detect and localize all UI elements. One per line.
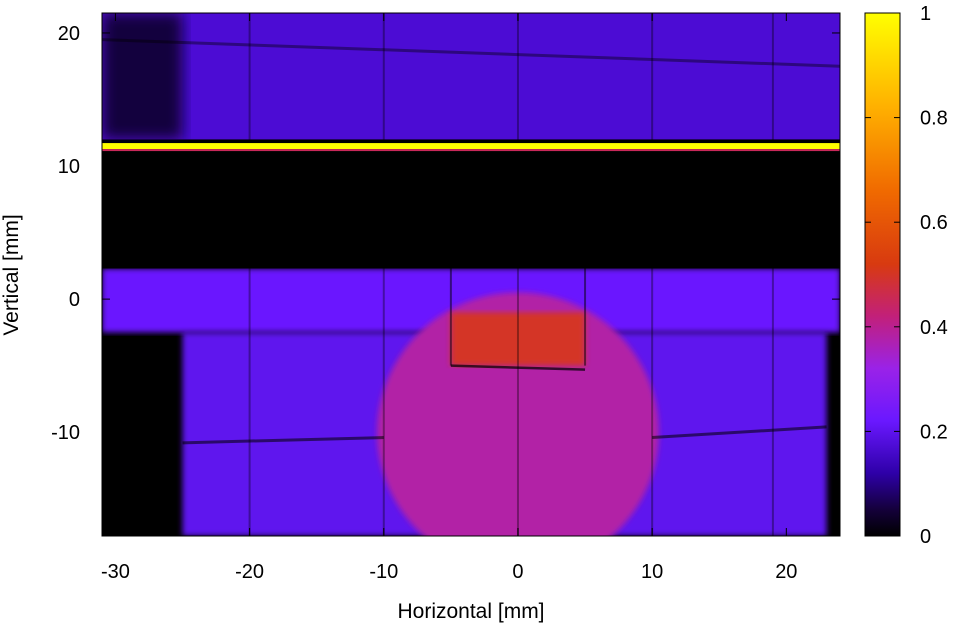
x-tick-label: 10 — [641, 561, 663, 583]
plot-frame — [101, 12, 841, 537]
wire-horizontal — [450, 364, 586, 371]
wire-horizontal — [102, 38, 840, 68]
x-tick-label: 0 — [512, 561, 523, 583]
colorbar-gradient — [864, 12, 901, 537]
y-tick-label: 10 — [58, 156, 80, 178]
dark-gap-region — [102, 150, 840, 269]
central-disk — [377, 292, 659, 536]
y-axis-title: Vertical [mm] — [0, 214, 23, 335]
upper-band-region — [102, 13, 840, 140]
x-tick-label: -30 — [101, 561, 130, 583]
colorbar-tick-label: 0.4 — [920, 317, 948, 339]
x-tick-label: -10 — [369, 561, 398, 583]
colorbar: 0 0.2 0.4 0.6 0.8 1 — [864, 3, 948, 548]
x-tick-label: -20 — [235, 561, 264, 583]
central-hot-spot — [450, 312, 586, 366]
y-tick-label: -10 — [51, 422, 80, 444]
wire-horizontal — [182, 436, 384, 445]
colorbar-tick-label: 0.6 — [920, 212, 948, 234]
colorbar-tick-label: 0.8 — [920, 108, 948, 130]
colorbar-tick-label: 0.2 — [920, 421, 948, 443]
colorbar-tick-label: 1 — [920, 3, 931, 25]
heatmap-image — [102, 13, 840, 536]
y-axis: -10 0 10 20 — [51, 23, 840, 444]
y-tick-label: 0 — [69, 289, 80, 311]
y-tick-label: 20 — [58, 23, 80, 45]
colorbar-ticks: 0 0.2 0.4 0.6 0.8 1 — [865, 3, 948, 548]
x-axis: -30 -20 -10 0 10 20 — [101, 13, 797, 583]
x-tick-label: 20 — [775, 561, 797, 583]
bright-line — [102, 143, 840, 150]
x-axis-title: Horizontal [mm] — [397, 600, 544, 623]
colorbar-tick-label: 0 — [920, 526, 931, 548]
wire-horizontal — [652, 425, 827, 440]
